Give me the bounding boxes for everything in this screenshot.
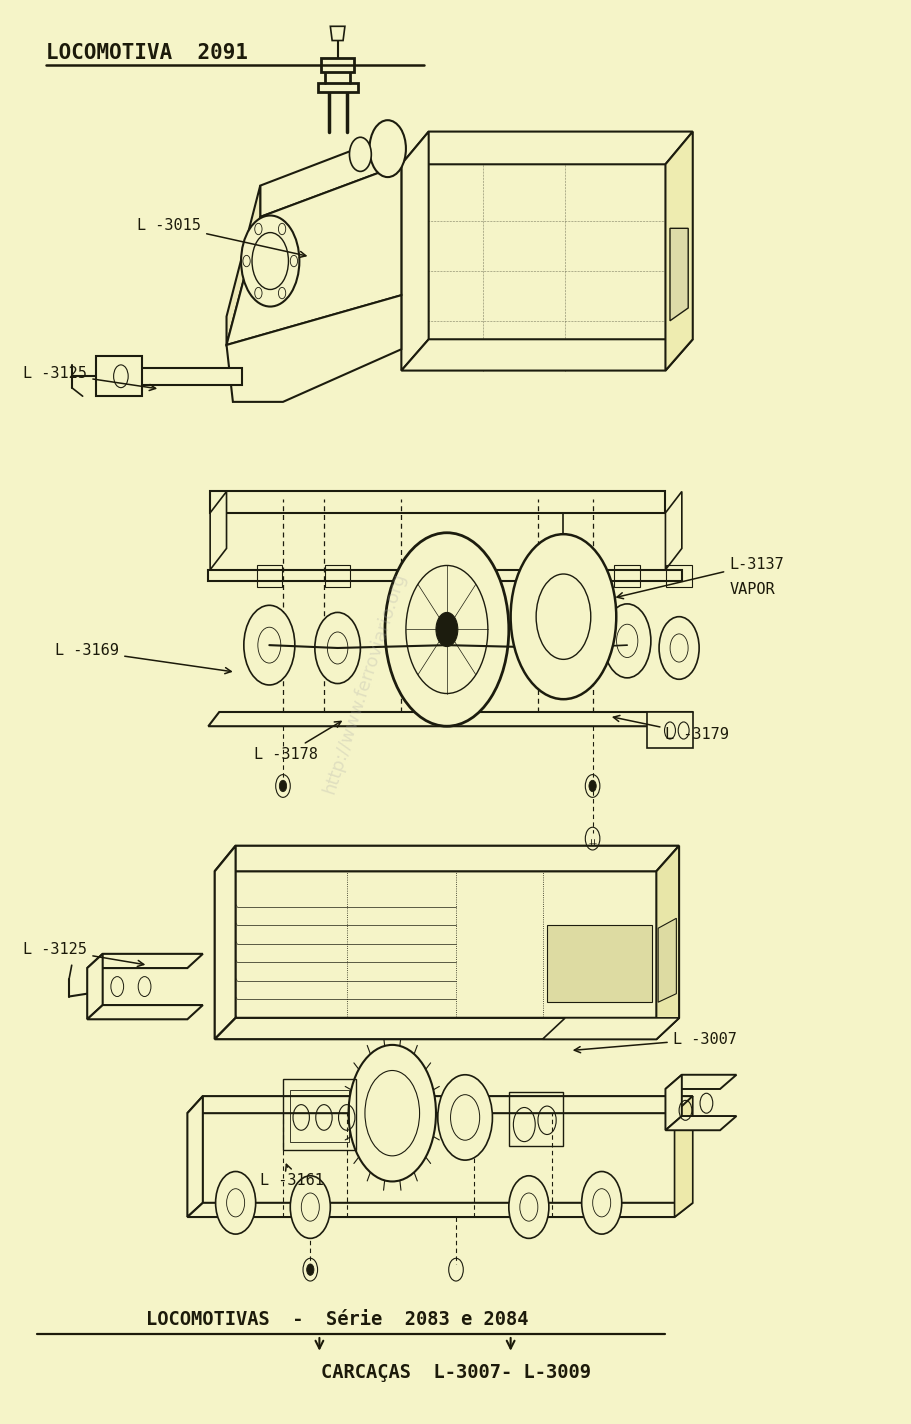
Circle shape	[510, 534, 616, 699]
Bar	[508, 1092, 563, 1146]
Circle shape	[508, 1176, 548, 1239]
Polygon shape	[260, 131, 401, 216]
Text: LOCOMOTIVAS  -  Série  2083 e 2084: LOCOMOTIVAS - Série 2083 e 2084	[146, 1310, 528, 1329]
Circle shape	[279, 780, 286, 792]
Polygon shape	[665, 1116, 736, 1131]
Bar	[614, 565, 640, 587]
Bar	[256, 565, 281, 587]
Polygon shape	[208, 712, 692, 726]
Bar	[666, 565, 691, 587]
Text: http://www.ferroviario.org: http://www.ferroviario.org	[321, 571, 409, 796]
Circle shape	[603, 604, 650, 678]
Circle shape	[537, 605, 589, 685]
Polygon shape	[317, 83, 357, 91]
Bar	[324, 565, 350, 587]
Polygon shape	[138, 367, 241, 384]
Text: L -3125: L -3125	[24, 943, 144, 967]
Circle shape	[241, 215, 299, 306]
Text: L -3007: L -3007	[574, 1032, 736, 1052]
Bar	[290, 1091, 348, 1142]
Polygon shape	[674, 1096, 692, 1218]
Circle shape	[290, 1176, 330, 1239]
Polygon shape	[665, 1075, 681, 1131]
Polygon shape	[665, 131, 692, 370]
Circle shape	[348, 1045, 435, 1182]
Polygon shape	[665, 1075, 736, 1089]
Polygon shape	[226, 185, 260, 345]
Circle shape	[384, 533, 508, 726]
Polygon shape	[187, 1096, 202, 1218]
Polygon shape	[87, 954, 202, 968]
Polygon shape	[542, 1018, 679, 1040]
Polygon shape	[214, 846, 235, 1040]
Polygon shape	[208, 570, 681, 581]
Text: L -3161: L -3161	[260, 1165, 323, 1188]
Polygon shape	[321, 57, 353, 71]
Bar	[550, 565, 576, 587]
Polygon shape	[647, 712, 692, 748]
Polygon shape	[187, 1096, 692, 1114]
Polygon shape	[401, 131, 692, 164]
Circle shape	[659, 617, 699, 679]
Polygon shape	[210, 491, 665, 513]
Text: L -3178: L -3178	[253, 722, 341, 762]
Polygon shape	[547, 926, 651, 1002]
Polygon shape	[665, 491, 681, 570]
Polygon shape	[226, 164, 401, 345]
Circle shape	[215, 1172, 255, 1235]
Polygon shape	[97, 356, 142, 396]
Circle shape	[437, 1075, 492, 1161]
Text: CARCAÇAS  L-3007- L-3009: CARCAÇAS L-3007- L-3009	[321, 1363, 590, 1381]
Circle shape	[589, 780, 596, 792]
Bar	[282, 1079, 355, 1151]
Circle shape	[306, 1265, 313, 1276]
Polygon shape	[226, 295, 401, 402]
Polygon shape	[658, 918, 676, 1002]
Circle shape	[243, 605, 294, 685]
Polygon shape	[330, 26, 344, 40]
Circle shape	[369, 120, 405, 177]
Text: LOCOMOTIVA  2091: LOCOMOTIVA 2091	[46, 43, 248, 63]
Circle shape	[349, 137, 371, 171]
Text: VAPOR: VAPOR	[729, 582, 774, 597]
Polygon shape	[670, 228, 688, 320]
Circle shape	[314, 612, 360, 684]
Text: L -3169: L -3169	[56, 644, 230, 674]
Text: L -3015: L -3015	[138, 218, 305, 258]
Text: L -3179: L -3179	[613, 715, 729, 742]
Circle shape	[581, 1172, 621, 1235]
Polygon shape	[401, 131, 428, 370]
Polygon shape	[87, 1005, 202, 1020]
Polygon shape	[187, 1203, 692, 1218]
Polygon shape	[656, 846, 679, 1040]
Polygon shape	[214, 846, 679, 871]
Polygon shape	[401, 339, 692, 370]
Polygon shape	[87, 954, 103, 1020]
Polygon shape	[210, 491, 226, 570]
Text: L-3137: L-3137	[617, 557, 783, 598]
Circle shape	[435, 612, 457, 646]
Text: L -3125: L -3125	[24, 366, 156, 390]
Polygon shape	[214, 1018, 679, 1040]
